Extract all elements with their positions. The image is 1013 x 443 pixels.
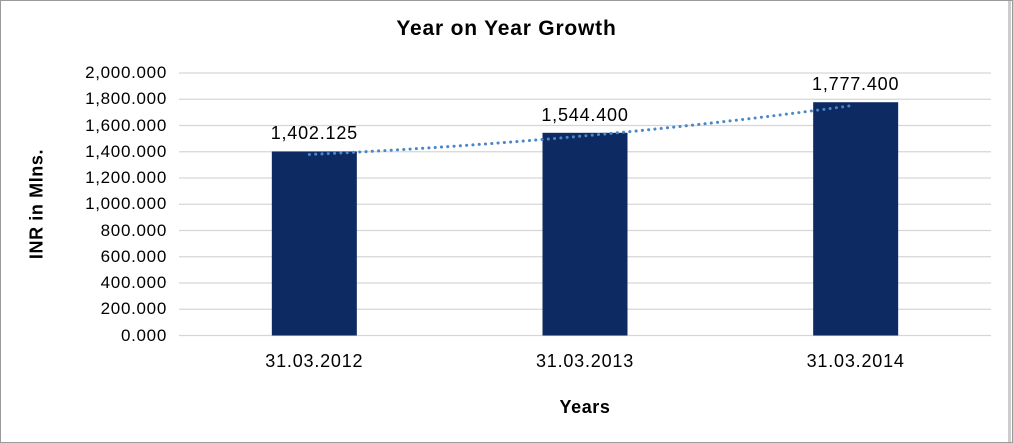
y-tick-label: 1,000.000 bbox=[85, 194, 167, 214]
bar bbox=[813, 102, 899, 336]
bar-value-label: 1,544.400 bbox=[541, 104, 629, 125]
y-tick-label: 200.000 bbox=[100, 299, 167, 319]
y-tick-label: 0.000 bbox=[120, 325, 167, 345]
bar bbox=[271, 151, 357, 336]
y-tick-label: 1,800.000 bbox=[85, 89, 167, 109]
y-tick-label: 2,000.000 bbox=[85, 63, 167, 82]
x-category-label: 31.03.2014 bbox=[806, 351, 905, 371]
x-category-label: 31.03.2012 bbox=[265, 351, 364, 371]
x-category-label: 31.03.2013 bbox=[535, 351, 635, 371]
y-tick-label: 600.000 bbox=[100, 246, 167, 266]
bar bbox=[542, 132, 628, 336]
y-tick-label: 800.000 bbox=[100, 220, 167, 240]
y-tick-label: 400.000 bbox=[100, 273, 167, 292]
frame-right-band bbox=[1008, 1, 1011, 442]
y-tick-label: 1,400.000 bbox=[85, 141, 167, 161]
x-axis-title: Years bbox=[559, 397, 611, 417]
y-tick-label: 1,600.000 bbox=[85, 115, 167, 135]
bar-value-label: 1,402.125 bbox=[270, 123, 358, 144]
chart-title: Year on Year Growth bbox=[396, 17, 617, 40]
y-tick-label: 1,200.000 bbox=[85, 168, 167, 187]
trendline bbox=[307, 103, 857, 156]
bar-value-label: 1,777.400 bbox=[812, 74, 900, 95]
